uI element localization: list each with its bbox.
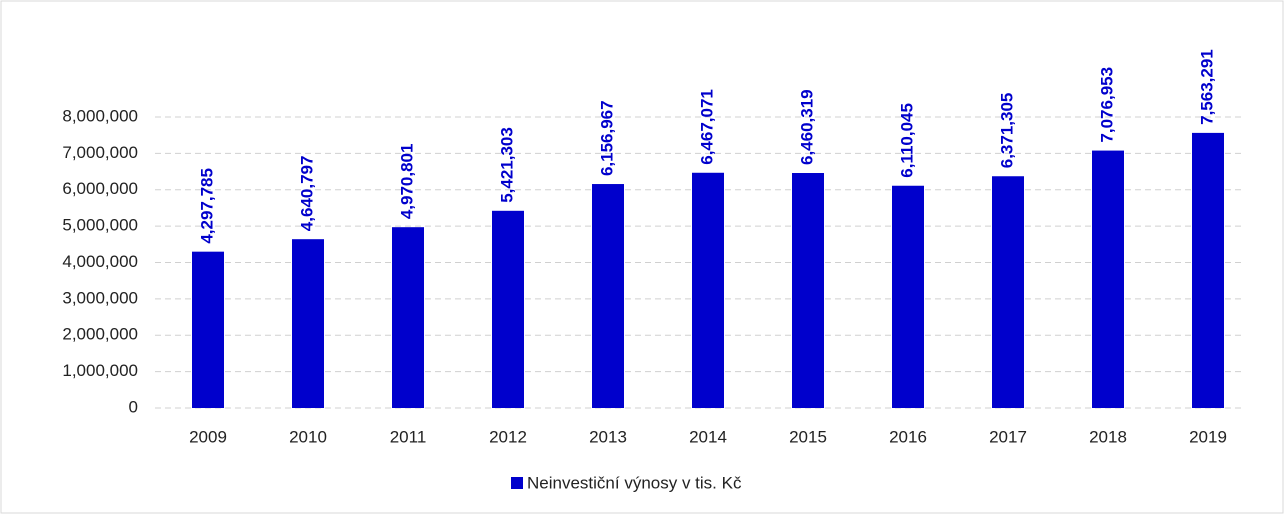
y-tick-label: 4,000,000 [62,252,138,271]
bar [292,239,324,408]
x-tick-label: 2009 [189,427,227,446]
bar [692,172,724,408]
value-label: 5,421,303 [497,127,516,203]
value-label: 6,371,305 [997,93,1016,169]
bar [892,185,924,408]
y-tick-label: 7,000,000 [62,143,138,162]
value-label: 6,460,319 [797,89,816,165]
value-label: 4,970,801 [397,144,416,220]
value-label: 6,110,045 [897,103,916,178]
value-label: 6,156,967 [597,100,616,176]
bar [392,227,424,408]
x-tick-label: 2010 [289,427,327,446]
y-tick-label: 1,000,000 [62,361,138,380]
value-label: 6,467,071 [697,89,716,165]
bar [792,173,824,408]
y-tick-label: 3,000,000 [62,288,138,307]
x-tick-label: 2017 [989,427,1027,446]
y-tick-label: 6,000,000 [62,179,138,198]
x-tick-label: 2011 [390,427,427,446]
y-tick-label: 5,000,000 [62,216,138,235]
bar [1092,150,1124,408]
y-tick-label: 0 [129,397,138,416]
bar [592,184,624,408]
value-label: 7,563,291 [1197,49,1216,125]
bar [192,251,224,408]
x-tick-label: 2013 [589,427,627,446]
x-tick-label: 2016 [889,427,927,446]
value-label: 4,640,797 [297,156,316,232]
value-label: 4,297,785 [197,168,216,244]
bar [1192,132,1224,408]
x-tick-label: 2018 [1089,427,1127,446]
bar [992,176,1024,408]
x-tick-label: 2012 [489,427,527,446]
value-label: 7,076,953 [1097,67,1116,143]
y-tick-label: 2,000,000 [62,325,138,344]
bar [492,210,524,408]
legend-label: Neinvestiční výnosy v tis. Kč [527,473,742,492]
legend-swatch [511,477,523,489]
x-tick-label: 2015 [789,427,827,446]
x-tick-label: 2014 [689,427,727,446]
y-tick-label: 8,000,000 [62,106,138,125]
x-tick-label: 2019 [1189,427,1227,446]
